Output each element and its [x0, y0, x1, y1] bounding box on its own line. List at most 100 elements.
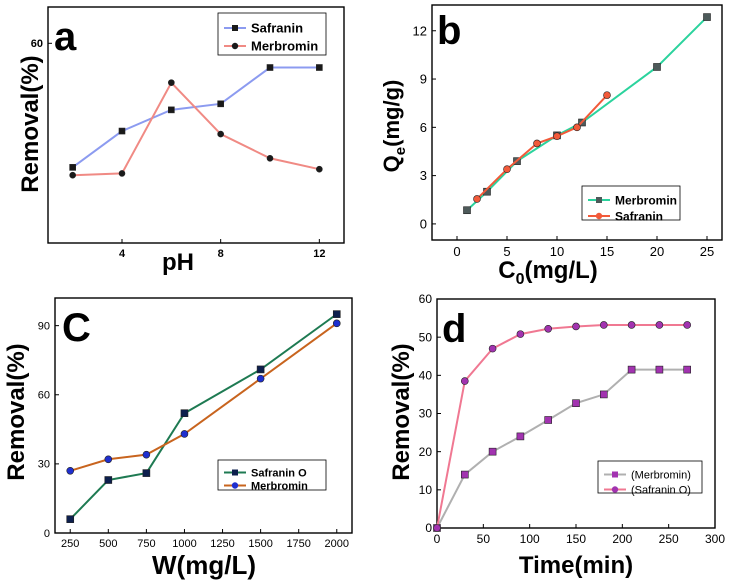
- data-point: [256, 374, 265, 383]
- x-tick-label: 0: [434, 532, 441, 546]
- y-axis-label-b: Qe(mg/g): [379, 80, 409, 173]
- legend-d: (Merbromin) (Safranin O): [597, 460, 703, 496]
- data-point: [316, 64, 323, 71]
- x-tick-label: 250: [61, 538, 79, 550]
- y-tick-label: 0: [44, 528, 50, 540]
- data-point: [533, 139, 541, 148]
- legend-swatch-marker: [231, 482, 239, 489]
- data-point: [316, 165, 323, 173]
- x-axis-label-d: Time(min): [519, 552, 633, 579]
- panel-d: d 0 50 100 150 200 250 300 0 10 20 30 40 50 60 Remova…: [388, 292, 725, 579]
- data-point: [473, 195, 481, 203]
- legend-a: Safranin Merbromin: [217, 12, 327, 56]
- x-tick-label: 15: [600, 244, 614, 259]
- data-point: [217, 130, 224, 138]
- data-point: [142, 469, 151, 477]
- y-tick-label: 10: [419, 483, 433, 497]
- legend-label: Merbromin: [251, 480, 308, 492]
- data-point: [488, 447, 497, 456]
- data-point: [599, 321, 608, 329]
- y-tick-label: 3: [420, 168, 427, 183]
- data-point: [627, 321, 636, 329]
- series-line: [436, 368, 688, 529]
- x-axis-label-b-main: C: [498, 257, 515, 284]
- data-point: [168, 106, 175, 114]
- x-tick-label: 500: [99, 538, 117, 550]
- data-point: [572, 399, 580, 407]
- y-tick-label: 0: [425, 521, 432, 535]
- x-tick-label: 12: [313, 248, 325, 260]
- data-point: [544, 416, 553, 424]
- panel-label-c: C: [62, 306, 91, 350]
- x-tick-label: 0: [453, 244, 460, 259]
- legend-swatch-marker: [231, 42, 239, 50]
- data-point: [118, 127, 126, 135]
- legend-label: (Safranin O): [631, 484, 691, 496]
- y-tick-label: 40: [419, 369, 433, 383]
- data-point: [460, 377, 469, 385]
- data-point: [332, 310, 341, 318]
- legend-swatch-marker: [232, 469, 238, 476]
- data-point: [683, 365, 692, 374]
- plot-layer-b: 0 5 10 15 20 25 0 3 6 9 12: [413, 13, 714, 259]
- y-axis-label-b-sub: e: [392, 147, 409, 155]
- data-point: [118, 170, 126, 177]
- legend-label: Safranin: [615, 209, 663, 223]
- legend-swatch-marker: [232, 25, 238, 31]
- panel-label-d: d: [442, 307, 466, 351]
- x-tick-label: 5: [503, 244, 510, 259]
- data-point: [463, 206, 471, 215]
- x-tick-label: 2000: [325, 538, 349, 550]
- y-axis-label-c: Removal(%): [3, 343, 30, 480]
- y-tick-label: 20: [419, 445, 433, 459]
- data-point: [142, 450, 151, 459]
- data-point: [655, 365, 664, 374]
- y-axis-label-b-unit: (mg/g): [379, 80, 404, 147]
- data-point: [653, 63, 661, 71]
- data-point: [180, 430, 189, 438]
- x-tick-label: 250: [659, 532, 679, 546]
- data-point: [104, 455, 113, 464]
- x-tick-label: 1750: [286, 538, 310, 550]
- y-tick-label: 30: [419, 407, 433, 421]
- y-tick-label: 50: [419, 330, 433, 344]
- panel-a: a 4 8 12 60 Removal(%) pH Safranin Merbromin: [17, 6, 345, 276]
- y-axis-label-d: Removal(%): [388, 343, 415, 480]
- y-tick-label: 60: [419, 292, 433, 306]
- series-line: [69, 322, 338, 472]
- legend-label: Merbromin: [251, 39, 318, 54]
- x-tick-label: 300: [705, 532, 725, 546]
- series-line: [476, 94, 608, 200]
- plot-frame-a: [47, 6, 345, 244]
- x-axis-label-b-sub: 0: [516, 271, 525, 288]
- data-point: [69, 164, 76, 171]
- x-tick-label: 4: [119, 248, 126, 260]
- y-tick-label: 0: [420, 216, 427, 231]
- series-line: [72, 66, 320, 169]
- y-tick-label: 30: [38, 459, 50, 471]
- y-tick-label: 90: [38, 320, 50, 332]
- data-point: [516, 330, 525, 338]
- data-point: [627, 365, 636, 374]
- x-tick-label: 1000: [172, 538, 196, 550]
- x-axis-label-c: W(mg/L): [152, 550, 256, 580]
- x-axis-label-a: pH: [162, 249, 194, 276]
- data-point: [572, 322, 580, 331]
- data-point: [544, 324, 553, 333]
- series-line: [436, 323, 688, 529]
- data-point: [66, 515, 75, 523]
- y-tick-label: 60: [31, 38, 43, 50]
- x-tick-label: 50: [477, 532, 491, 546]
- data-point: [603, 91, 611, 99]
- series-line: [69, 313, 338, 520]
- data-point: [683, 321, 692, 329]
- x-axis-label-b: C0(mg/L): [498, 257, 598, 288]
- legend-label: Safranin O: [251, 467, 307, 479]
- data-point: [599, 390, 608, 399]
- plot-layer-a: 4 8 12 60: [31, 38, 326, 260]
- legend-label: (Merbromin): [631, 469, 691, 481]
- data-point: [503, 165, 511, 173]
- plot-layer-c: 250 500 750 1000 1250 1500 1750 2000 0 30 60 90: [38, 310, 349, 550]
